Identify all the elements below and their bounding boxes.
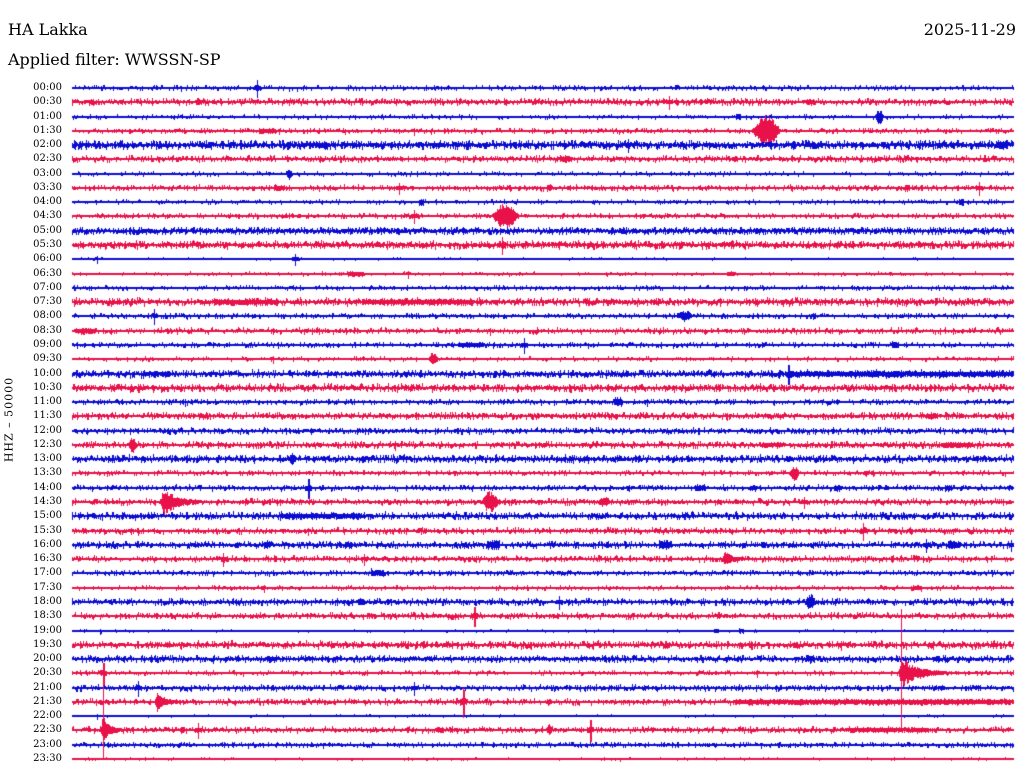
time-label: 15:30 [33, 525, 62, 536]
time-label: 19:30 [33, 639, 62, 650]
time-label: 17:00 [33, 567, 62, 578]
time-label: 06:00 [33, 253, 62, 264]
time-label: 11:30 [33, 410, 62, 421]
time-label: 22:30 [33, 724, 62, 735]
time-label: 05:00 [33, 225, 62, 236]
time-label: 06:30 [33, 268, 62, 279]
time-label: 18:00 [33, 596, 62, 607]
time-label: 16:30 [33, 553, 62, 564]
time-label: 02:30 [33, 153, 62, 164]
time-label: 01:00 [33, 111, 62, 122]
time-label: 07:30 [33, 296, 62, 307]
time-label: 05:30 [33, 239, 62, 250]
time-label: 00:00 [33, 82, 62, 93]
time-label: 12:00 [33, 425, 62, 436]
time-label: 10:30 [33, 382, 62, 393]
time-label: 11:00 [33, 396, 62, 407]
time-label: 03:30 [33, 182, 62, 193]
time-label: 04:00 [33, 196, 62, 207]
time-label: 21:30 [33, 696, 62, 707]
time-label: 09:00 [33, 339, 62, 350]
time-label: 20:00 [33, 653, 62, 664]
time-label: 23:30 [33, 753, 62, 764]
time-label: 08:30 [33, 325, 62, 336]
time-label: 21:00 [33, 682, 62, 693]
time-label: 04:30 [33, 210, 62, 221]
time-label: 10:00 [33, 368, 62, 379]
time-label: 03:00 [33, 168, 62, 179]
time-label: 12:30 [33, 439, 62, 450]
time-label: 09:30 [33, 353, 62, 364]
time-label: 07:00 [33, 282, 62, 293]
time-label: 13:30 [33, 467, 62, 478]
time-label: 22:00 [33, 710, 62, 721]
time-label: 08:00 [33, 310, 62, 321]
time-label: 19:00 [33, 625, 62, 636]
time-label: 20:30 [33, 667, 62, 678]
time-label: 17:30 [33, 582, 62, 593]
time-label: 16:00 [33, 539, 62, 550]
time-label: 01:30 [33, 125, 62, 136]
time-label: 15:00 [33, 510, 62, 521]
time-label: 23:00 [33, 739, 62, 750]
time-label: 13:00 [33, 453, 62, 464]
time-label: 14:30 [33, 496, 62, 507]
time-label: 02:00 [33, 139, 62, 150]
time-label: 00:30 [33, 96, 62, 107]
time-label: 18:30 [33, 610, 62, 621]
time-label: 14:00 [33, 482, 62, 493]
